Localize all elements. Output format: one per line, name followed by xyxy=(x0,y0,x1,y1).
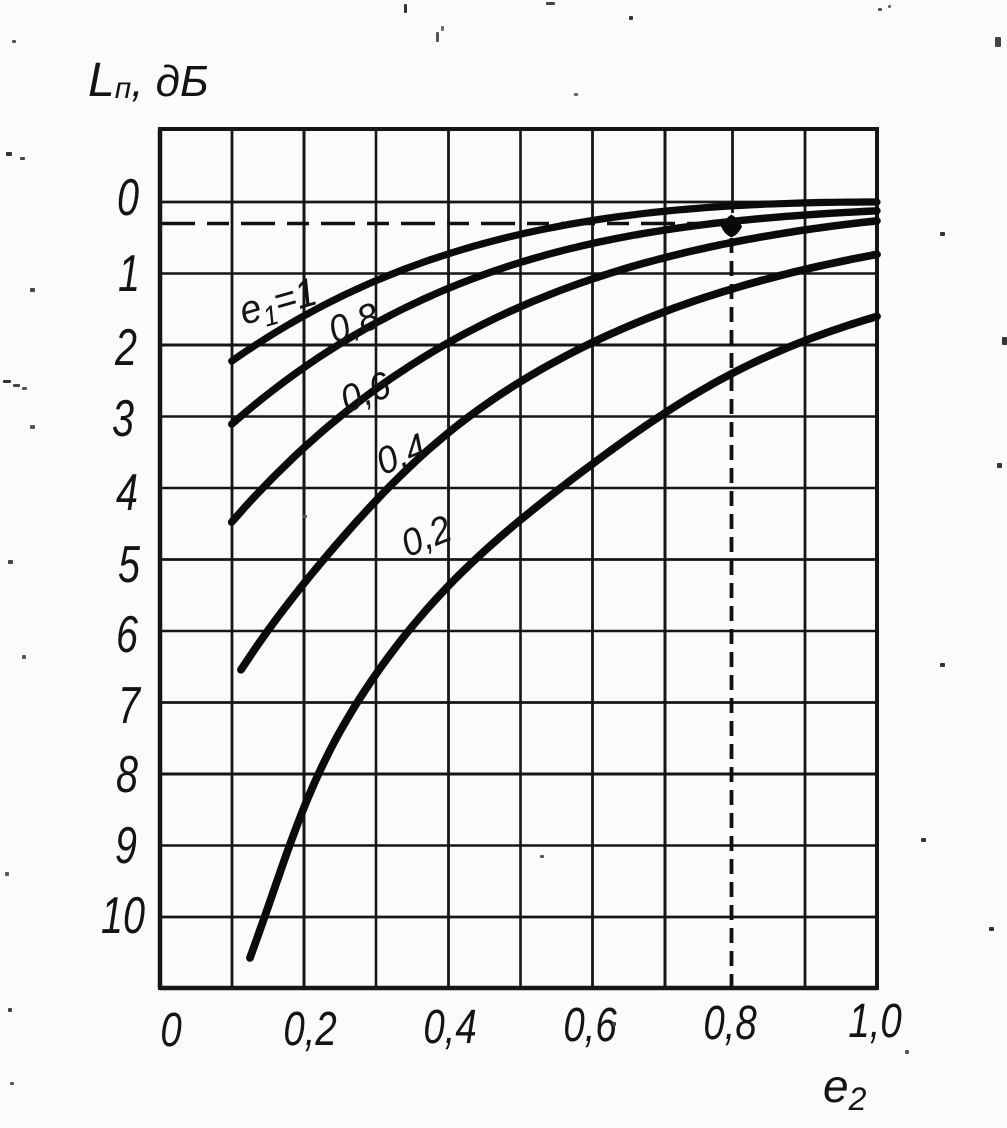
svg-text:2: 2 xyxy=(114,318,137,377)
svg-text:0: 0 xyxy=(117,168,139,227)
svg-text:1: 1 xyxy=(118,244,140,303)
svg-text:10: 10 xyxy=(101,886,145,945)
svg-text:7: 7 xyxy=(118,676,142,735)
svg-text:0,6: 0,6 xyxy=(563,999,617,1052)
svg-text:6: 6 xyxy=(116,605,138,664)
svg-text:1,0: 1,0 xyxy=(848,995,901,1048)
svg-text:0,8: 0,8 xyxy=(703,997,756,1050)
svg-text:Lп, дБ: Lп, дБ xyxy=(88,54,209,107)
svg-text:0,2: 0,2 xyxy=(283,1003,336,1056)
svg-text:5: 5 xyxy=(118,535,140,594)
svg-text:0: 0 xyxy=(160,1004,181,1057)
svg-text:4: 4 xyxy=(116,463,138,522)
svg-text:8: 8 xyxy=(116,745,138,804)
svg-text:0,4: 0,4 xyxy=(423,1001,476,1054)
svg-text:9: 9 xyxy=(115,816,137,875)
svg-text:3: 3 xyxy=(112,389,134,448)
